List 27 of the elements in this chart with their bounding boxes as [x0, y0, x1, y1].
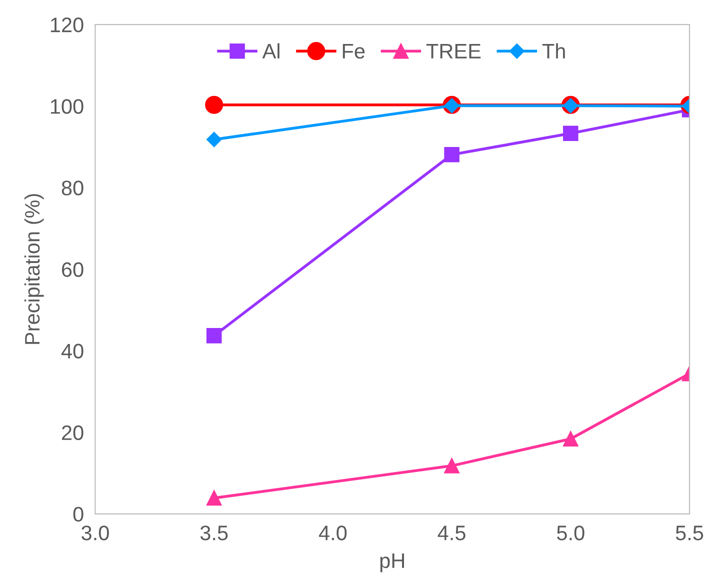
- point: [205, 96, 224, 114]
- legend-label: Fe: [342, 44, 365, 59]
- x-tick-label: 3.0: [82, 526, 109, 540]
- point: [563, 431, 578, 447]
- y-tick-label: 100: [50, 99, 84, 114]
- y-tick-label: 120: [50, 18, 84, 32]
- x-tick-label: 3.5: [200, 526, 228, 540]
- legend-label: Al: [262, 43, 280, 58]
- y-tick-label: 80: [62, 180, 84, 196]
- point: [563, 126, 578, 142]
- y-axis-title: Precipitation (%): [24, 194, 44, 344]
- x-axis-title: pH: [380, 554, 404, 572]
- point: [444, 146, 460, 162]
- x-tick-label: 4.5: [438, 526, 466, 540]
- point: [206, 132, 222, 148]
- y-tick-label: 0: [73, 506, 84, 522]
- y-tick-label: 60: [62, 262, 84, 277]
- point: [206, 328, 222, 344]
- x-tick-label: 5.5: [676, 526, 704, 540]
- point: [206, 490, 222, 506]
- x-tick-label: 5.0: [557, 526, 584, 540]
- point: [444, 458, 460, 474]
- legend-label: TREE: [426, 44, 481, 58]
- legend-label: Th: [542, 43, 565, 58]
- y-tick-label: 20: [62, 425, 84, 440]
- x-tick-label: 4.0: [318, 526, 347, 540]
- y-tick-label: 40: [61, 344, 84, 359]
